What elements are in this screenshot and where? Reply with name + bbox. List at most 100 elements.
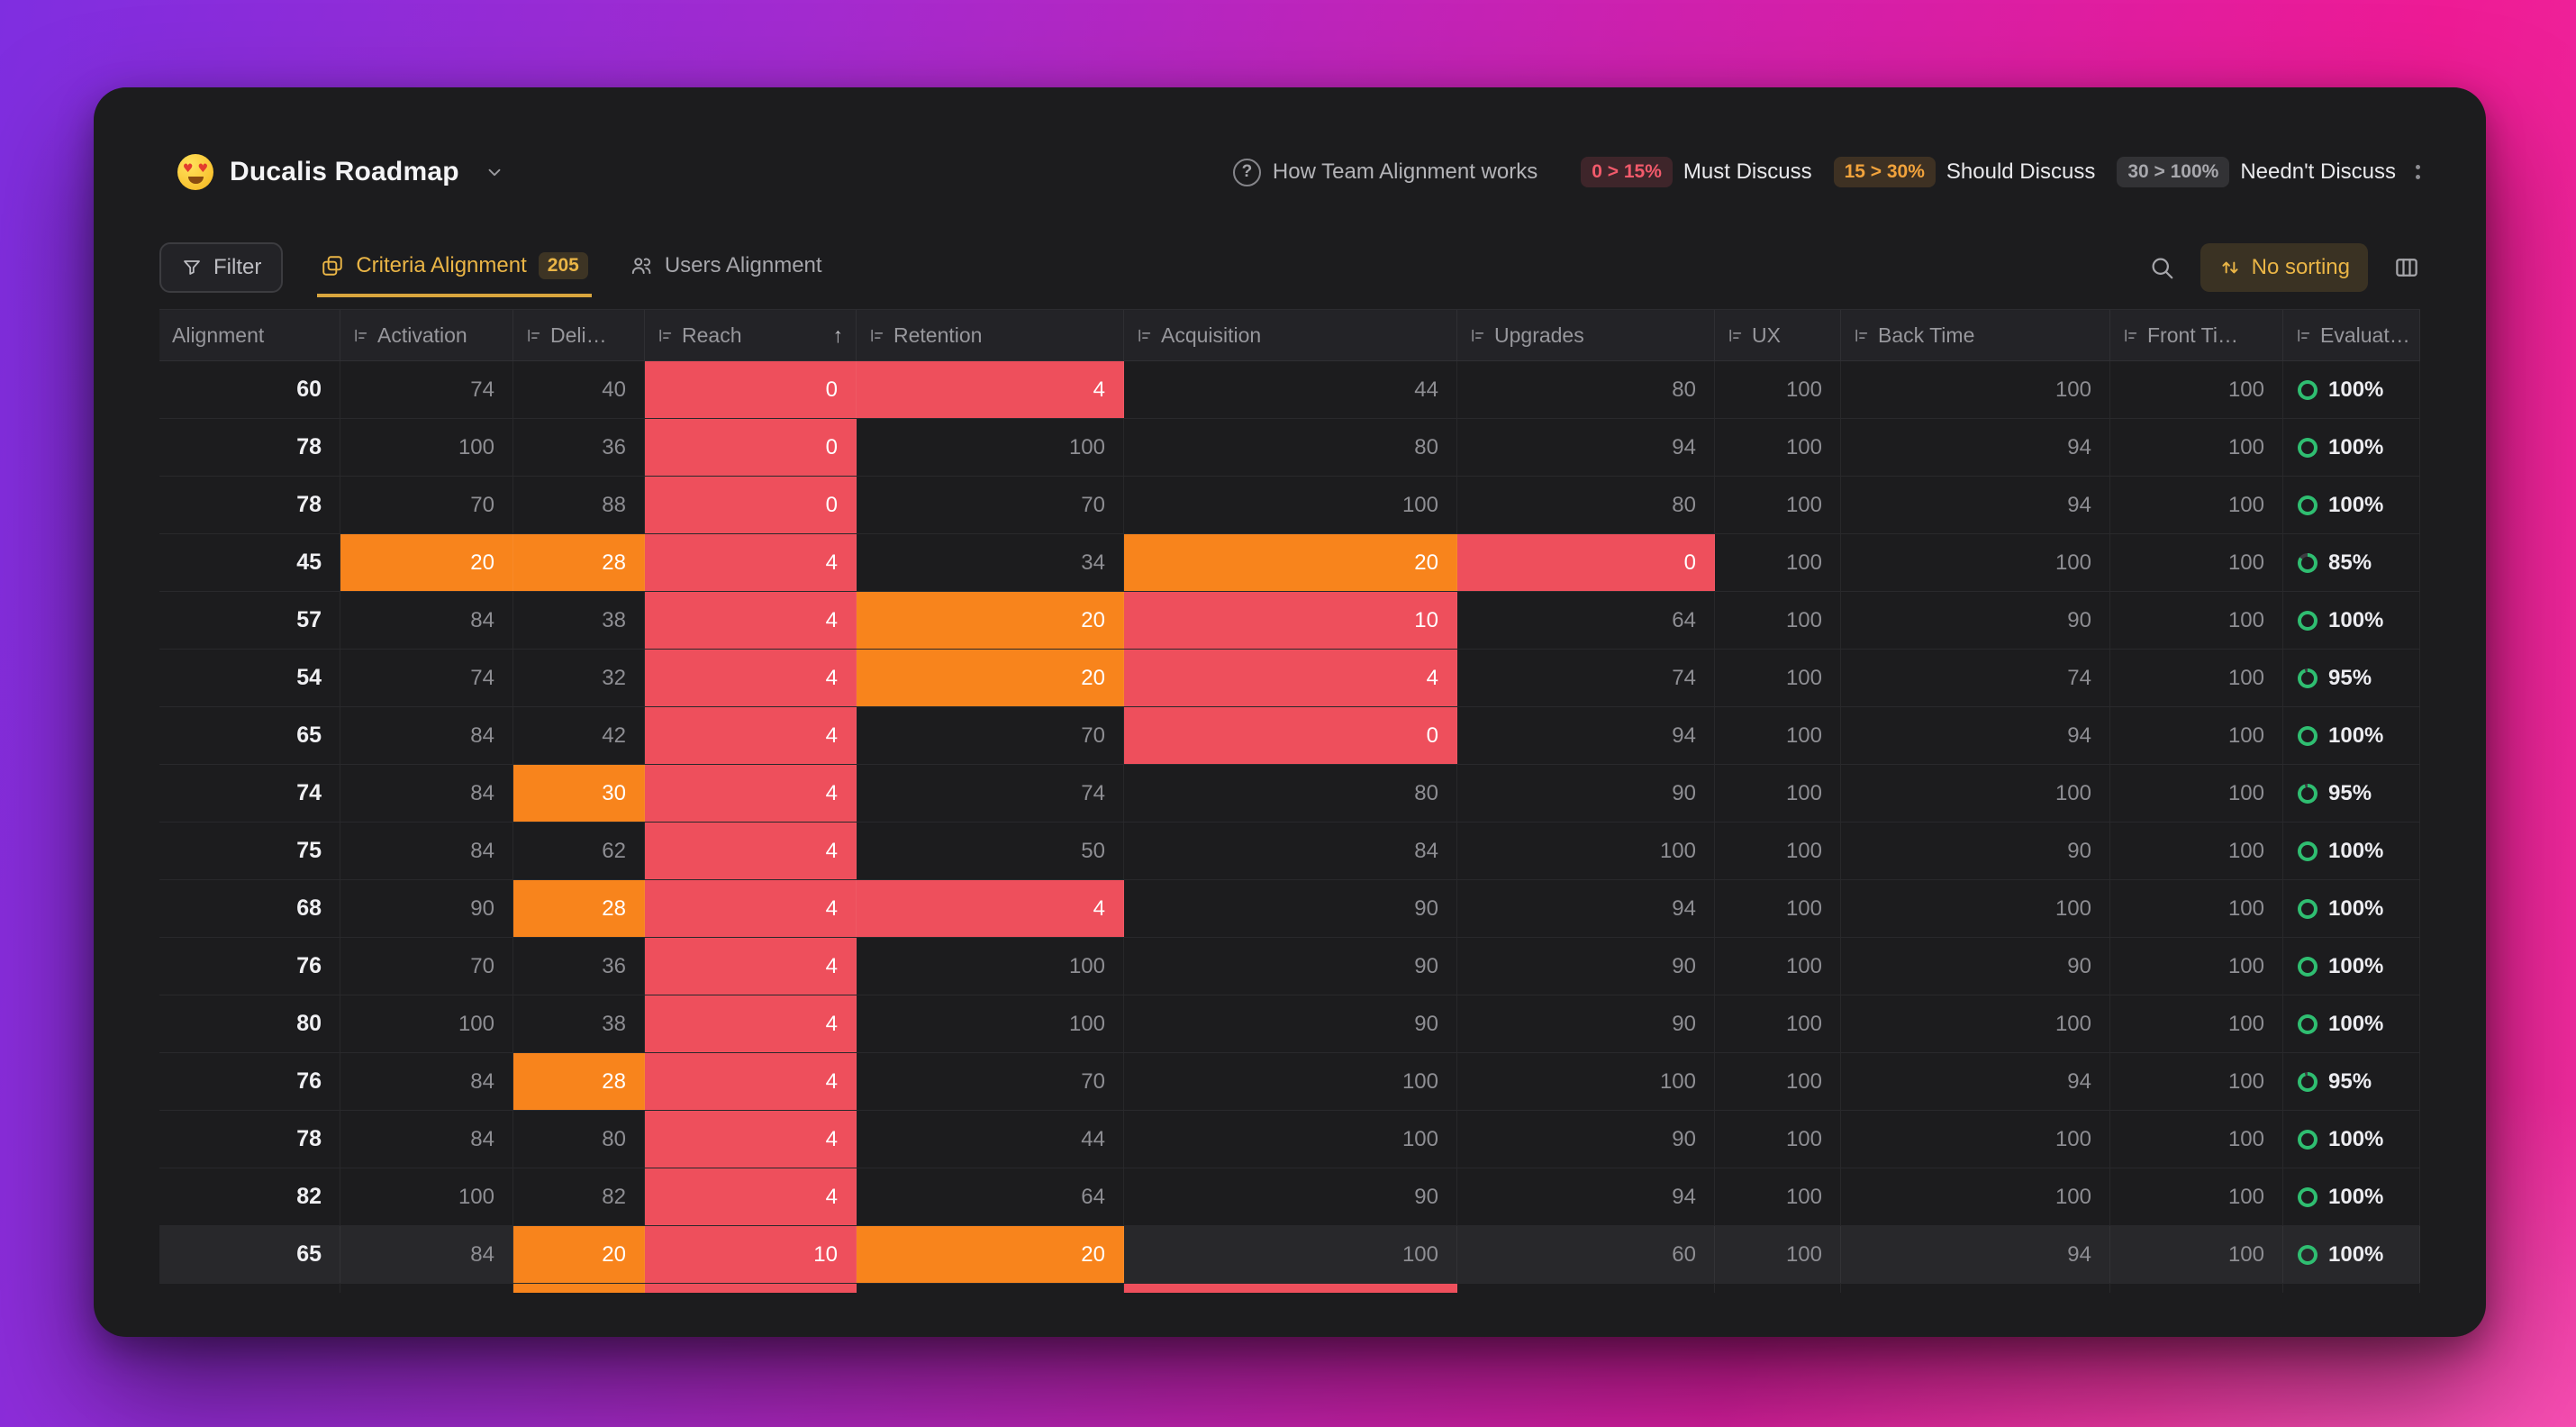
score-cell[interactable]: 100 bbox=[857, 938, 1124, 995]
score-cell[interactable]: 100 bbox=[1715, 765, 1841, 822]
table-row[interactable]: 82 100 82 4 64 90 94 100 100 100 100% bbox=[159, 1168, 2420, 1226]
search-button[interactable] bbox=[2148, 254, 2175, 281]
score-cell[interactable]: 32 bbox=[513, 650, 645, 706]
score-cell[interactable]: 78 bbox=[159, 477, 340, 533]
table-row[interactable]: 76 70 36 4 100 90 90 100 90 100 100% bbox=[159, 938, 2420, 995]
score-cell[interactable]: 100 bbox=[1715, 995, 1841, 1052]
board-title-group[interactable]: ♥ ♥ Ducalis Roadmap bbox=[159, 154, 504, 190]
score-cell[interactable]: 38 bbox=[513, 592, 645, 649]
column-header-back-time[interactable]: Back Time bbox=[1841, 310, 2110, 360]
score-cell[interactable]: 4 bbox=[645, 880, 857, 937]
evaluation-cell[interactable]: 100% bbox=[2283, 880, 2420, 937]
score-cell[interactable]: 100 bbox=[1715, 477, 1841, 533]
score-cell[interactable]: 100 bbox=[2110, 707, 2283, 764]
score-cell[interactable]: 4 bbox=[645, 765, 857, 822]
score-cell[interactable]: 94 bbox=[1841, 477, 2110, 533]
table-row[interactable]: 57 84 38 4 20 10 64 100 90 100 100% bbox=[159, 592, 2420, 650]
column-header-front-ti[interactable]: Front Ti… bbox=[2110, 310, 2283, 360]
score-cell[interactable]: 100 bbox=[340, 419, 513, 476]
score-cell[interactable]: 100 bbox=[1715, 1053, 1841, 1110]
score-cell[interactable]: 70 bbox=[857, 707, 1124, 764]
score-cell[interactable]: 68 bbox=[159, 880, 340, 937]
evaluation-cell[interactable]: 100% bbox=[2283, 1168, 2420, 1225]
score-cell[interactable]: 4 bbox=[645, 823, 857, 879]
score-cell[interactable]: 100 bbox=[2110, 1111, 2283, 1168]
table-row[interactable]: 80 100 38 4 100 90 90 100 100 100 100% bbox=[159, 995, 2420, 1053]
score-cell[interactable]: 74 bbox=[857, 765, 1124, 822]
column-header-activation[interactable]: Activation bbox=[340, 310, 513, 360]
score-cell[interactable]: 100 bbox=[2110, 995, 2283, 1052]
score-cell[interactable]: 28 bbox=[513, 880, 645, 937]
no-sorting-button[interactable]: No sorting bbox=[2200, 243, 2368, 292]
score-cell[interactable]: 90 bbox=[1841, 823, 2110, 879]
score-cell[interactable]: 4 bbox=[857, 880, 1124, 937]
score-cell[interactable]: 94 bbox=[1841, 707, 2110, 764]
score-cell[interactable]: 100 bbox=[2110, 1168, 2283, 1225]
column-header-ux[interactable]: UX bbox=[1715, 310, 1841, 360]
score-cell[interactable]: 65 bbox=[159, 1226, 340, 1283]
filter-button[interactable]: Filter bbox=[159, 242, 284, 293]
evaluation-cell[interactable]: 100% bbox=[2283, 419, 2420, 476]
score-cell[interactable]: 40 bbox=[513, 361, 645, 418]
score-cell[interactable]: 100 bbox=[1841, 534, 2110, 591]
score-cell[interactable]: 100 bbox=[2110, 880, 2283, 937]
score-cell[interactable]: 70 bbox=[857, 477, 1124, 533]
score-cell[interactable]: 80 bbox=[1457, 477, 1715, 533]
score-cell[interactable]: 100 bbox=[1457, 1053, 1715, 1110]
score-cell[interactable]: 90 bbox=[1124, 938, 1457, 995]
score-cell[interactable]: 100 bbox=[1715, 823, 1841, 879]
score-cell[interactable]: 100 bbox=[1715, 880, 1841, 937]
score-cell[interactable]: 74 bbox=[1841, 650, 2110, 706]
score-cell[interactable]: 100 bbox=[2110, 1053, 2283, 1110]
score-cell[interactable]: 34 bbox=[857, 534, 1124, 591]
score-cell[interactable]: 100 bbox=[340, 995, 513, 1052]
score-cell[interactable]: 45 bbox=[159, 534, 340, 591]
score-cell[interactable]: 100 bbox=[1841, 765, 2110, 822]
column-header-evaluat[interactable]: Evaluat… bbox=[2283, 310, 2420, 360]
score-cell[interactable]: 65 bbox=[159, 707, 340, 764]
score-cell[interactable]: 94 bbox=[1841, 1053, 2110, 1110]
table-row[interactable]: 65 84 20 10 20 100 60 100 94 100 100% bbox=[159, 1226, 2420, 1284]
score-cell[interactable]: 84 bbox=[1124, 823, 1457, 879]
evaluation-cell[interactable]: 100% bbox=[2283, 1226, 2420, 1283]
score-cell[interactable]: 90 bbox=[1124, 995, 1457, 1052]
score-cell[interactable]: 80 bbox=[1124, 765, 1457, 822]
score-cell[interactable]: 100 bbox=[1841, 880, 2110, 937]
score-cell[interactable]: 100 bbox=[1841, 361, 2110, 418]
score-cell[interactable]: 100 bbox=[1457, 823, 1715, 879]
evaluation-cell[interactable]: 95% bbox=[2283, 650, 2420, 706]
score-cell[interactable]: 4 bbox=[1124, 650, 1457, 706]
score-cell[interactable]: 20 bbox=[857, 650, 1124, 706]
score-cell[interactable]: 20 bbox=[513, 1226, 645, 1283]
score-cell[interactable]: 4 bbox=[857, 361, 1124, 418]
score-cell[interactable]: 0 bbox=[1124, 707, 1457, 764]
score-cell[interactable]: 100 bbox=[1124, 1053, 1457, 1110]
score-cell[interactable]: 90 bbox=[1457, 995, 1715, 1052]
score-cell[interactable]: 100 bbox=[1841, 995, 2110, 1052]
score-cell[interactable]: 100 bbox=[1124, 477, 1457, 533]
column-header-acquisition[interactable]: Acquisition bbox=[1124, 310, 1457, 360]
score-cell[interactable]: 90 bbox=[1841, 592, 2110, 649]
score-cell[interactable]: 36 bbox=[513, 938, 645, 995]
score-cell[interactable]: 94 bbox=[1457, 1168, 1715, 1225]
score-cell[interactable]: 4 bbox=[645, 592, 857, 649]
score-cell[interactable]: 4 bbox=[645, 938, 857, 995]
score-cell[interactable]: 100 bbox=[857, 995, 1124, 1052]
column-header-retention[interactable]: Retention bbox=[857, 310, 1124, 360]
score-cell[interactable]: 74 bbox=[1457, 650, 1715, 706]
score-cell[interactable]: 10 bbox=[645, 1226, 857, 1283]
score-cell[interactable]: 20 bbox=[857, 592, 1124, 649]
score-cell[interactable]: 100 bbox=[1841, 1111, 2110, 1168]
score-cell[interactable]: 84 bbox=[340, 1111, 513, 1168]
score-cell[interactable]: 74 bbox=[340, 650, 513, 706]
score-cell[interactable]: 78 bbox=[159, 419, 340, 476]
evaluation-cell[interactable]: 100% bbox=[2283, 1111, 2420, 1168]
score-cell[interactable]: 94 bbox=[1457, 880, 1715, 937]
score-cell[interactable]: 100 bbox=[1715, 1226, 1841, 1283]
score-cell[interactable]: 100 bbox=[1124, 1226, 1457, 1283]
score-cell[interactable]: 44 bbox=[857, 1111, 1124, 1168]
column-header-reach[interactable]: Reach ↑ bbox=[645, 310, 857, 360]
score-cell[interactable]: 76 bbox=[159, 1053, 340, 1110]
score-cell[interactable]: 100 bbox=[2110, 938, 2283, 995]
evaluation-cell[interactable]: 95% bbox=[2283, 1053, 2420, 1110]
